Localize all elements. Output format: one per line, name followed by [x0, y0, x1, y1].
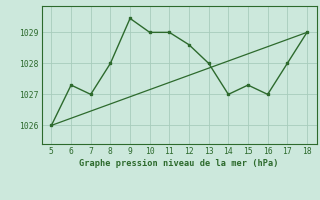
X-axis label: Graphe pression niveau de la mer (hPa): Graphe pression niveau de la mer (hPa) [79, 159, 279, 168]
